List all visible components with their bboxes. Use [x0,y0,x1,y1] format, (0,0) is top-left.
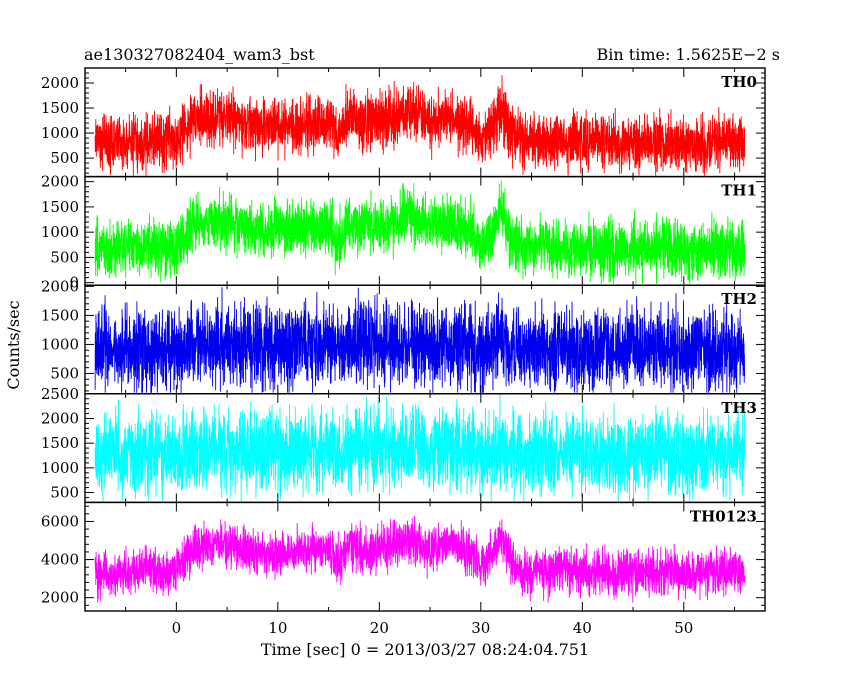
y-tick-label: 500 [50,484,79,502]
x-tick-label: 50 [674,619,693,637]
y-tick-label: 2000 [41,173,79,191]
y-tick-label: 1000 [41,223,79,241]
y-tick-label: 1500 [41,198,79,216]
panel-th0123: 2000 4000 6000 TH0123 [41,502,765,611]
panel-th2: 500 1000 1500 2000 TH2 [41,277,765,393]
bin-time-label: Bin time: 1.5625E−2 s [597,45,780,64]
x-tick-label: 10 [268,619,287,637]
y-tick-label: 4000 [41,551,79,569]
series-line-th0 [95,75,745,175]
y-tick-label: 2500 [41,385,79,403]
legend-entry-th3: TH3 [721,399,757,417]
y-tick-label: 500 [50,149,79,167]
panel-th0: 500 1000 1500 2000 TH0 [41,68,765,177]
y-tick-label: 500 [50,248,79,266]
series-line-th1 [95,180,745,284]
y-tick-label: 6000 [41,512,79,530]
y-tick-label: 1000 [41,124,79,142]
x-tick-label: 20 [370,619,389,637]
legend-entry-th0123: TH0123 [690,507,757,525]
y-tick-label: 2000 [41,589,79,607]
y-tick-label: 2000 [41,409,79,427]
y-tick-label: 2000 [41,74,79,92]
panel-th3: 500 1000 1500 2000 2500 TH3 [41,385,765,503]
x-axis-label: Time [sec] 0 = 2013/03/27 08:24:04.751 [261,640,589,659]
y-tick-label: 1500 [41,306,79,324]
series-line-th2 [95,287,745,393]
y-axis-label: Counts/sec [4,300,23,389]
series-line-th0123 [95,516,745,603]
y-tick-label: 1500 [41,434,79,452]
y-tick-label: 500 [50,364,79,382]
legend-entry-th0: TH0 [721,73,757,91]
legend-entry-th1: TH1 [721,182,757,200]
x-tick-label: 40 [573,619,592,637]
y-tick-label: 1000 [41,459,79,477]
x-tick-label: 30 [471,619,490,637]
legend-entry-th2: TH2 [721,290,757,308]
x-axis: 0 10 20 30 40 50 [172,619,694,637]
figure-title: ae130327082404_wam3_bst [84,45,315,64]
x-tick-label: 0 [172,619,182,637]
y-tick-label: 2000 [41,277,79,295]
series-line-th3 [95,393,745,501]
y-tick-label: 1000 [41,335,79,353]
y-tick-label: 1500 [41,99,79,117]
